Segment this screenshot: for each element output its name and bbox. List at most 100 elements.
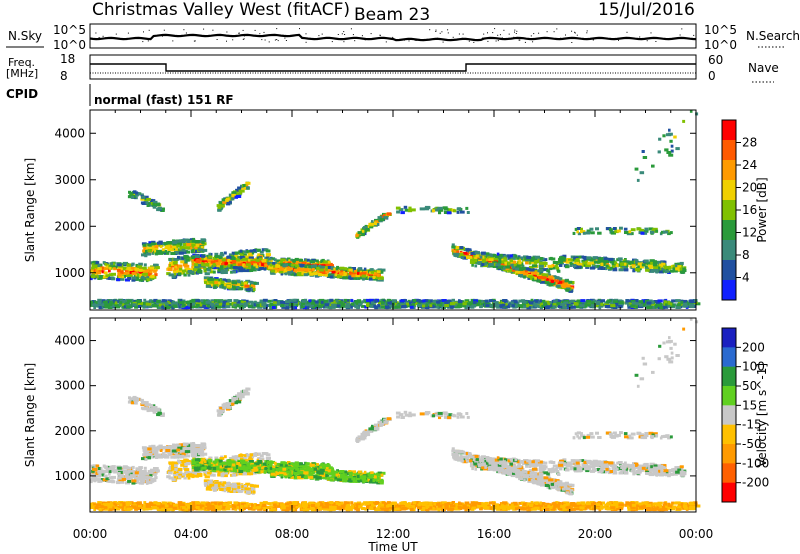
nsky-dot <box>305 41 307 43</box>
power-cell <box>627 303 630 307</box>
power-cell <box>114 301 118 305</box>
power-cell <box>199 242 205 246</box>
power-cell <box>534 257 538 261</box>
power-cell <box>350 302 354 306</box>
power-cell <box>641 150 645 153</box>
power-cell <box>190 268 196 272</box>
power-ytick-label: 1000 <box>54 266 85 280</box>
nsky-dot <box>574 32 576 34</box>
velocity-cell <box>116 472 121 475</box>
nsky-dot <box>414 39 416 41</box>
power-cell <box>465 248 470 252</box>
power-cell <box>108 266 112 270</box>
power-cell <box>221 280 225 284</box>
power-cell <box>663 265 669 269</box>
power-cell <box>539 273 544 277</box>
power-cell <box>132 303 137 307</box>
power-cell <box>556 281 563 285</box>
power-cell <box>506 305 510 309</box>
power-cell <box>328 264 334 268</box>
power-cell <box>251 305 256 309</box>
power-cell <box>273 301 277 305</box>
power-cell <box>498 258 502 262</box>
power-cell <box>324 303 330 307</box>
power-cell <box>127 274 133 277</box>
power-cell <box>364 229 368 233</box>
power-cell <box>153 263 158 267</box>
power-cell <box>675 267 681 271</box>
power-cell <box>222 200 227 204</box>
power-cell <box>462 304 466 308</box>
power-cell <box>528 275 533 279</box>
power-colorbar-label: Power [dB] <box>755 177 769 242</box>
power-cell <box>284 269 289 273</box>
power-cell <box>415 299 421 302</box>
velocity-cell <box>97 467 101 470</box>
power-cell <box>332 305 336 309</box>
nsky-dot <box>576 34 578 36</box>
velocity-cell <box>123 470 128 473</box>
power-cell <box>259 250 264 254</box>
power-colorbar-tick-label: 4 <box>742 271 750 285</box>
power-cell <box>626 299 632 303</box>
power-cell <box>385 306 389 310</box>
power-cell <box>145 302 152 306</box>
power-cell <box>550 281 556 285</box>
power-cell <box>510 270 514 274</box>
nsky-dot <box>102 35 104 37</box>
power-cell <box>512 268 516 272</box>
power-cell <box>177 299 181 303</box>
power-cell <box>305 261 311 265</box>
nsky-dot <box>441 31 443 33</box>
power-cell <box>660 230 665 234</box>
power-cell <box>171 245 178 249</box>
power-cell <box>269 267 273 271</box>
power-cell <box>659 306 664 310</box>
power-ytick-label: 4000 <box>54 126 85 140</box>
power-cell <box>224 265 229 269</box>
power-cell <box>355 301 361 304</box>
power-cell <box>219 206 224 209</box>
nsky-dot <box>216 39 218 40</box>
power-cell <box>164 251 170 255</box>
power-cell <box>645 268 650 272</box>
power-cell <box>123 262 127 265</box>
power-cell <box>390 304 395 308</box>
power-cell <box>178 251 185 255</box>
power-colorbar-tick-label: 24 <box>742 158 757 172</box>
nsky-dot <box>194 40 196 42</box>
power-cell <box>144 269 150 272</box>
power-cell <box>153 298 158 302</box>
power-cell <box>231 251 235 255</box>
power-cell <box>151 300 156 304</box>
power-cell <box>500 262 505 266</box>
power-cell <box>597 231 602 235</box>
power-colorbar-swatch <box>722 260 736 281</box>
power-cell <box>415 302 419 306</box>
power-cell <box>592 256 598 260</box>
power-cell <box>106 276 111 280</box>
power-cell <box>254 258 260 262</box>
power-cell <box>230 270 233 274</box>
freq-trace <box>90 63 696 72</box>
power-cell <box>521 266 527 270</box>
power-cell <box>455 305 460 308</box>
power-cell <box>455 250 460 254</box>
nsky-dot <box>147 40 149 42</box>
power-cell <box>243 282 247 286</box>
power-cell <box>586 229 591 233</box>
power-cell <box>576 227 581 230</box>
nsky-dot <box>436 37 438 39</box>
power-cell <box>564 265 570 269</box>
power-cell <box>179 301 185 305</box>
power-cell <box>187 273 191 277</box>
nsky-trace <box>89 33 697 42</box>
power-colorbar-tick-label: 8 <box>742 248 750 262</box>
power-cell <box>680 300 684 304</box>
velocity-cell <box>126 466 131 470</box>
freq-tick-bottom: 8 <box>60 69 68 83</box>
power-cell <box>594 265 597 269</box>
power-cell <box>223 264 227 268</box>
velocity-cell <box>144 474 149 477</box>
power-cell <box>469 255 473 259</box>
